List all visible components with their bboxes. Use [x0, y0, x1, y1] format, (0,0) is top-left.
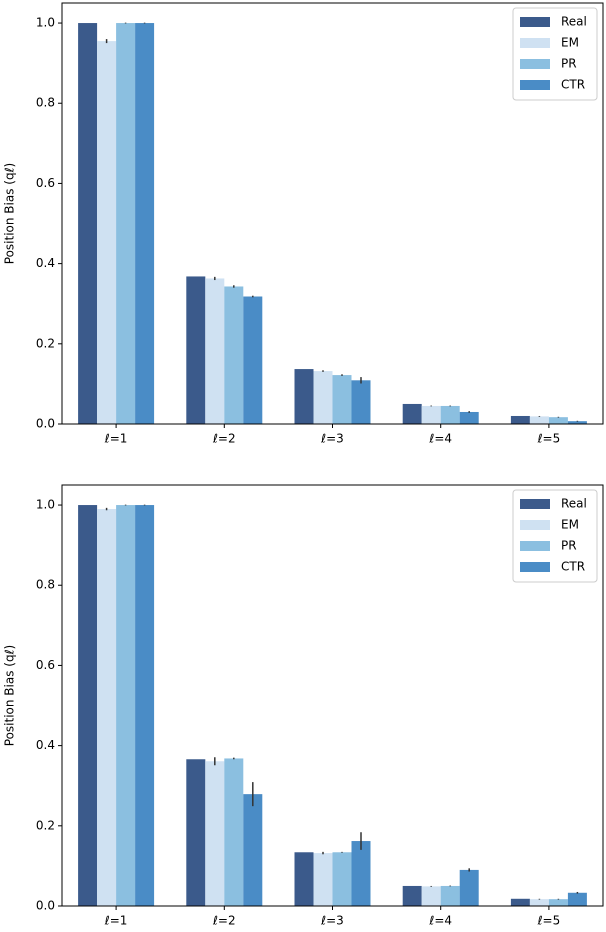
bar: [351, 841, 371, 906]
x-tick-label: ℓ=4: [428, 914, 452, 928]
legend-swatch: [520, 562, 550, 572]
bar: [529, 899, 549, 906]
y-tick-label: 0.6: [36, 176, 55, 190]
bar: [332, 852, 352, 906]
legend-swatch: [520, 38, 550, 48]
x-tick-label: ℓ=2: [212, 914, 236, 928]
bar: [440, 885, 460, 906]
bar: [402, 885, 422, 906]
bar: [205, 278, 225, 424]
legend-label: CTR: [561, 560, 585, 574]
legend-box: [512, 7, 598, 101]
legend-swatch: [520, 17, 550, 27]
bar: [78, 23, 98, 425]
legend-label: Real: [561, 497, 587, 511]
legend-swatch: [520, 520, 550, 530]
bar: [116, 505, 136, 906]
x-tick-label: ℓ=1: [104, 914, 128, 928]
y-axis-label: Position Bias (qℓ): [3, 163, 17, 264]
bar: [548, 899, 568, 906]
legend-label: Real: [561, 15, 587, 29]
bar: [421, 886, 441, 906]
bar: [224, 758, 244, 906]
legend-swatch: [520, 59, 550, 69]
x-tick-label: ℓ=2: [212, 432, 236, 446]
bar: [440, 405, 460, 424]
bar: [510, 898, 530, 906]
bar: [402, 403, 422, 424]
y-tick-label: 0.8: [36, 96, 55, 110]
bar: [313, 371, 333, 424]
legend-label: PR: [561, 57, 577, 71]
bar: [294, 369, 314, 424]
legend-label: EM: [561, 518, 579, 532]
axes-frame: [61, 484, 604, 907]
axes-frame: [61, 2, 604, 425]
bar: [459, 869, 479, 906]
bar: [313, 853, 333, 906]
y-tick-label: 1.0: [36, 16, 55, 30]
bar: [243, 296, 263, 424]
bar: [97, 509, 117, 906]
x-tick-label: ℓ=4: [428, 432, 452, 446]
bar: [116, 23, 136, 425]
bar: [243, 794, 263, 906]
bar: [186, 276, 206, 424]
bar: [567, 892, 587, 906]
legend-swatch: [520, 499, 550, 509]
legend-box: [512, 489, 598, 583]
legend-swatch: [520, 80, 550, 90]
bar: [78, 505, 98, 906]
y-tick-label: 0.4: [36, 256, 55, 270]
y-tick-label: 0.0: [36, 899, 55, 913]
bar: [294, 852, 314, 906]
y-tick-label: 0.6: [36, 658, 55, 672]
x-tick-label: ℓ=5: [537, 432, 561, 446]
bar: [97, 41, 117, 424]
y-tick-label: 1.0: [36, 498, 55, 512]
bar: [332, 375, 352, 424]
bar: [351, 380, 371, 424]
x-tick-label: ℓ=3: [320, 432, 344, 446]
legend-swatch: [520, 541, 550, 551]
x-tick-label: ℓ=5: [537, 914, 561, 928]
y-tick-label: 0.8: [36, 578, 55, 592]
legend-label: EM: [561, 36, 579, 50]
bar: [186, 759, 206, 906]
y-tick-label: 0.0: [36, 417, 55, 431]
bar: [510, 415, 530, 424]
bar: [205, 761, 225, 906]
y-axis-label: Position Bias (qℓ): [3, 645, 17, 746]
y-tick-label: 0.4: [36, 738, 55, 752]
y-tick-label: 0.2: [36, 818, 55, 832]
bar: [135, 23, 155, 425]
x-tick-label: ℓ=3: [320, 914, 344, 928]
legend-label: PR: [561, 539, 577, 553]
bar: [459, 411, 479, 424]
y-tick-label: 0.2: [36, 336, 55, 350]
bar: [529, 416, 549, 424]
bar: [567, 421, 587, 424]
bar: [135, 505, 155, 906]
bar: [224, 286, 244, 424]
x-tick-label: ℓ=1: [104, 432, 128, 446]
legend-label: CTR: [561, 78, 585, 92]
bar: [548, 417, 568, 424]
bar: [421, 405, 441, 424]
